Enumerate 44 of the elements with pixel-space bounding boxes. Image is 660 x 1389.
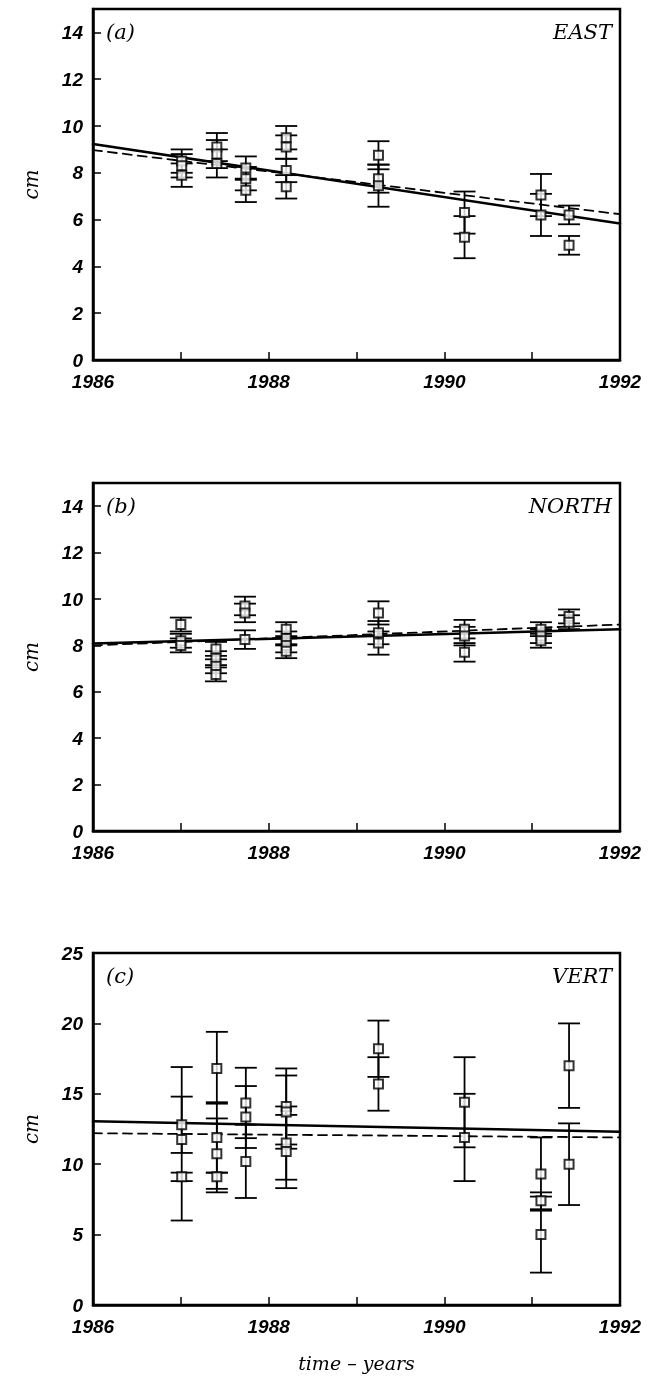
- y-tick-label: 8: [72, 162, 84, 184]
- x-tick-label: 1990: [423, 1316, 466, 1337]
- x-tick-label: 1986: [71, 842, 115, 863]
- annotation: (b): [106, 493, 136, 518]
- y-axis-title: cm: [19, 1113, 43, 1145]
- y-tick-label: 0: [72, 820, 84, 842]
- x-tick-label: 1992: [598, 1316, 642, 1337]
- y-tick-label: 15: [61, 1083, 84, 1105]
- y-tick-label: 20: [60, 1012, 84, 1034]
- y-tick-label: 2: [71, 302, 84, 324]
- y-tick-label: 0: [72, 349, 84, 371]
- y-tick-label: 2: [71, 774, 84, 796]
- y-tick-label: 4: [71, 255, 84, 277]
- x-tick-label: 1990: [423, 842, 466, 863]
- x-tick-label: 1986: [71, 371, 115, 392]
- annotation: (a): [106, 19, 135, 44]
- y-tick-label: 12: [61, 68, 84, 90]
- x-tick-label: 1988: [247, 371, 291, 392]
- annotation: VERT: [552, 963, 614, 988]
- y-tick-label: 12: [61, 542, 84, 564]
- y-tick-label: 10: [61, 588, 84, 610]
- y-axis-title: cm: [19, 169, 43, 200]
- annotation: (c): [106, 963, 135, 988]
- x-tick-label: 1990: [423, 371, 466, 392]
- y-tick-label: 6: [72, 681, 84, 703]
- y-tick-label: 10: [61, 115, 84, 137]
- y-tick-label: 14: [61, 495, 84, 517]
- x-axis-title: time – years: [298, 1351, 416, 1374]
- x-tick-label: 1986: [71, 1316, 115, 1337]
- y-tick-label: 14: [61, 21, 84, 43]
- y-tick-label: 5: [72, 1224, 84, 1246]
- y-tick-label: 8: [72, 634, 84, 656]
- y-tick-label: 4: [71, 727, 84, 749]
- y-tick-label: 6: [72, 209, 84, 231]
- annotation: EAST: [552, 19, 614, 44]
- x-tick-label: 1988: [247, 842, 291, 863]
- x-tick-label: 1992: [598, 842, 642, 863]
- y-tick-label: 10: [61, 1153, 84, 1175]
- y-axis-title: cm: [19, 641, 43, 673]
- y-tick-label: 25: [60, 942, 84, 964]
- x-tick-label: 1992: [598, 371, 642, 392]
- y-tick-label: 0: [72, 1294, 84, 1316]
- annotation: NORTH: [527, 493, 613, 518]
- x-tick-label: 1988: [247, 1316, 291, 1337]
